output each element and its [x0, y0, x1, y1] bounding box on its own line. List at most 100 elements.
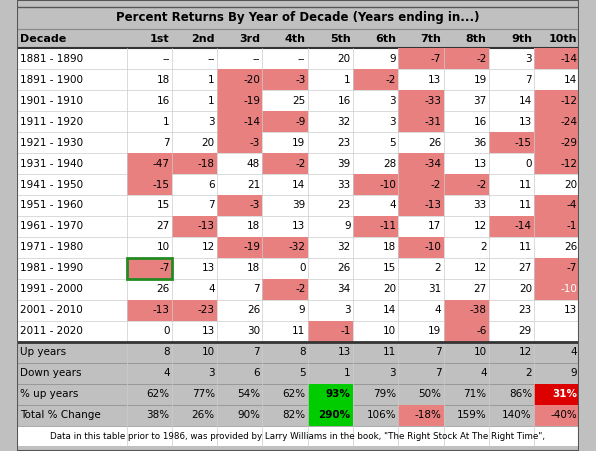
Text: 13: 13 [428, 75, 441, 85]
FancyBboxPatch shape [443, 300, 489, 321]
Text: -14: -14 [243, 117, 260, 127]
Text: -3: -3 [250, 200, 260, 211]
Text: 39: 39 [337, 159, 350, 169]
FancyBboxPatch shape [17, 132, 579, 153]
Text: -3: -3 [250, 138, 260, 147]
Text: -29: -29 [560, 138, 577, 147]
Text: 50%: 50% [418, 389, 441, 399]
FancyBboxPatch shape [172, 216, 217, 237]
Text: 2: 2 [480, 242, 486, 253]
Text: 2011 - 2020: 2011 - 2020 [20, 326, 83, 336]
FancyBboxPatch shape [17, 363, 579, 384]
Text: -15: -15 [153, 179, 170, 189]
FancyBboxPatch shape [308, 384, 353, 405]
Text: 7: 7 [525, 75, 532, 85]
FancyBboxPatch shape [172, 300, 217, 321]
Text: 13: 13 [564, 305, 577, 315]
Text: 1881 - 1890: 1881 - 1890 [20, 54, 83, 64]
Text: -18: -18 [198, 159, 215, 169]
Text: 11: 11 [383, 347, 396, 357]
FancyBboxPatch shape [17, 111, 579, 132]
Text: 20: 20 [337, 54, 350, 64]
Text: 10: 10 [383, 326, 396, 336]
FancyBboxPatch shape [17, 300, 579, 321]
Text: 0: 0 [526, 159, 532, 169]
FancyBboxPatch shape [534, 90, 579, 111]
Text: -3: -3 [295, 75, 306, 85]
Text: 11: 11 [519, 242, 532, 253]
Text: 5th: 5th [330, 34, 350, 44]
Text: -13: -13 [424, 200, 441, 211]
Text: 20: 20 [383, 284, 396, 295]
FancyBboxPatch shape [172, 153, 217, 174]
FancyBboxPatch shape [17, 384, 579, 405]
FancyBboxPatch shape [534, 132, 579, 153]
Text: 4: 4 [434, 305, 441, 315]
Text: 14: 14 [383, 305, 396, 315]
Text: -24: -24 [560, 117, 577, 127]
Text: -9: -9 [295, 117, 306, 127]
Text: 71%: 71% [464, 389, 486, 399]
Text: 7: 7 [434, 368, 441, 378]
Text: 23: 23 [519, 305, 532, 315]
Text: -32: -32 [288, 242, 306, 253]
FancyBboxPatch shape [534, 405, 579, 426]
Text: -38: -38 [470, 305, 486, 315]
Text: -34: -34 [424, 159, 441, 169]
Text: -1: -1 [567, 221, 577, 231]
Text: 19: 19 [428, 326, 441, 336]
Text: 93%: 93% [326, 389, 350, 399]
Text: -12: -12 [560, 96, 577, 106]
Text: 7: 7 [253, 284, 260, 295]
Text: 106%: 106% [367, 410, 396, 420]
FancyBboxPatch shape [17, 195, 579, 216]
Text: 26: 26 [337, 263, 350, 273]
Text: 48: 48 [247, 159, 260, 169]
FancyBboxPatch shape [126, 258, 172, 279]
Text: 1: 1 [344, 75, 350, 85]
Text: 13: 13 [201, 263, 215, 273]
FancyBboxPatch shape [534, 153, 579, 174]
Text: -14: -14 [515, 221, 532, 231]
Text: Total % Change: Total % Change [20, 410, 101, 420]
Text: 62%: 62% [283, 389, 306, 399]
Text: 10: 10 [473, 347, 486, 357]
Text: 25: 25 [292, 96, 306, 106]
Text: -14: -14 [560, 54, 577, 64]
Text: 3: 3 [525, 54, 532, 64]
FancyBboxPatch shape [17, 174, 579, 195]
FancyBboxPatch shape [217, 69, 262, 90]
Text: 4: 4 [570, 347, 577, 357]
Text: 1931 - 1940: 1931 - 1940 [20, 159, 83, 169]
FancyBboxPatch shape [534, 258, 579, 279]
FancyBboxPatch shape [489, 132, 534, 153]
Text: 1951 - 1960: 1951 - 1960 [20, 200, 83, 211]
Text: 11: 11 [519, 200, 532, 211]
Text: 5: 5 [389, 138, 396, 147]
FancyBboxPatch shape [17, 258, 579, 279]
Text: 1: 1 [208, 75, 215, 85]
Text: 86%: 86% [509, 389, 532, 399]
FancyBboxPatch shape [353, 174, 398, 195]
Text: 10: 10 [202, 347, 215, 357]
Text: 6: 6 [208, 179, 215, 189]
Text: 29: 29 [519, 326, 532, 336]
Text: 17: 17 [428, 221, 441, 231]
Text: 8th: 8th [465, 34, 486, 44]
FancyBboxPatch shape [126, 300, 172, 321]
Text: 77%: 77% [192, 389, 215, 399]
Text: 7: 7 [434, 347, 441, 357]
Text: 18: 18 [247, 221, 260, 231]
Text: --: -- [207, 54, 215, 64]
Text: 8: 8 [299, 347, 306, 357]
Text: 62%: 62% [147, 389, 170, 399]
Text: 30: 30 [247, 326, 260, 336]
Text: 31%: 31% [552, 389, 577, 399]
FancyBboxPatch shape [17, 342, 579, 363]
Text: 16: 16 [156, 96, 170, 106]
Text: 13: 13 [473, 159, 486, 169]
Text: 19: 19 [292, 138, 306, 147]
FancyBboxPatch shape [262, 237, 308, 258]
Text: --: -- [162, 54, 170, 64]
FancyBboxPatch shape [353, 216, 398, 237]
